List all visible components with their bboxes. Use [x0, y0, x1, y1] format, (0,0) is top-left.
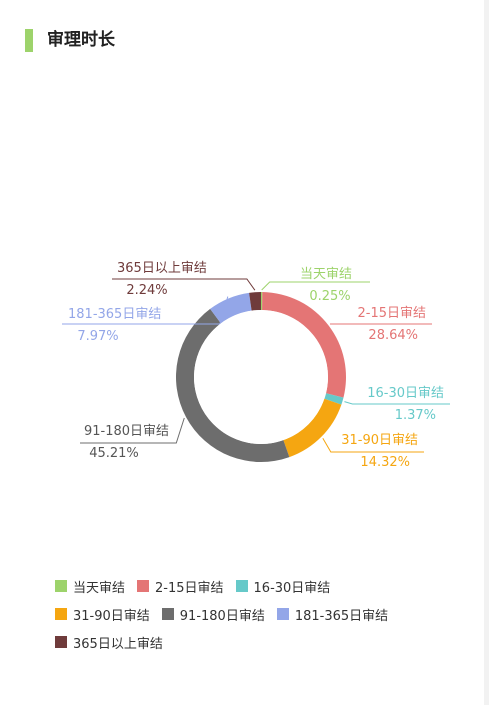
donut-slice[interactable]	[324, 393, 344, 405]
slice-name-label: 365日以上审结	[117, 261, 207, 276]
legend-swatch	[55, 636, 67, 648]
legend-item[interactable]: 181-365日审结	[276, 605, 389, 624]
donut-slice[interactable]	[261, 292, 263, 311]
legend-label: 181-365日审结	[294, 608, 389, 624]
slice-percent-label: 0.25%	[309, 289, 350, 304]
legend-row-2: 31-90日审结 91-180日审结 181-365日审结	[55, 600, 455, 628]
legend-label: 2-15日审结	[155, 580, 224, 596]
legend-row-3: 365日以上审结	[55, 628, 455, 656]
slice-percent-label: 45.21%	[89, 446, 139, 461]
slice-name-label: 91-180日审结	[84, 424, 169, 439]
legend-label: 当天审结	[73, 580, 126, 596]
donut-slice[interactable]	[262, 292, 346, 398]
leader-line	[62, 296, 229, 325]
chart-title: 审理时长	[47, 30, 115, 50]
leader-line	[261, 281, 370, 291]
legend-item[interactable]: 当天审结	[55, 577, 125, 596]
leader-line	[80, 417, 185, 444]
legend-swatch	[161, 608, 174, 620]
legend-row-1: 当天审结 2-15日审结 16-30日审结	[55, 572, 455, 600]
legend-swatch	[276, 608, 289, 620]
leader-line	[344, 401, 450, 405]
legend-swatch	[55, 608, 67, 620]
legend-label: 91-180日审结	[179, 608, 265, 624]
donut-slice[interactable]	[249, 292, 261, 311]
leader-line	[322, 437, 424, 453]
legend-item[interactable]: 91-180日审结	[161, 605, 265, 624]
legend-item[interactable]: 2-15日审结	[137, 577, 224, 596]
slice-percent-label: 1.37%	[395, 408, 436, 423]
panel-edge	[484, 0, 489, 705]
legend-item[interactable]: 31-90日审结	[55, 605, 150, 624]
slice-name-label: 当天审结	[300, 267, 352, 282]
legend-item[interactable]: 16-30日审结	[235, 577, 331, 596]
slice-name-label: 31-90日审结	[341, 433, 418, 448]
legend-label: 365日以上审结	[73, 636, 163, 652]
slice-name-label: 16-30日审结	[367, 386, 444, 401]
legend: 当天审结 2-15日审结 16-30日审结 31-90日审结 91-180日审结	[55, 572, 455, 656]
slice-name-label: 181-365日审结	[68, 307, 161, 322]
donut-slice[interactable]	[210, 292, 252, 324]
legend-swatch	[235, 580, 248, 592]
legend-swatch	[137, 580, 150, 592]
legend-swatch	[55, 580, 67, 592]
title-accent-bar	[25, 29, 33, 52]
legend-label: 16-30日审结	[253, 580, 331, 596]
legend-item[interactable]: 365日以上审结	[55, 633, 163, 652]
legend-label: 31-90日审结	[73, 608, 150, 624]
donut-slice[interactable]	[283, 398, 342, 458]
slice-name-label: 2-15日审结	[357, 306, 426, 321]
leader-line	[112, 278, 256, 291]
slice-percent-label: 14.32%	[360, 455, 410, 470]
slice-percent-label: 2.24%	[126, 283, 167, 298]
slice-percent-label: 7.97%	[77, 329, 118, 344]
slice-percent-label: 28.64%	[368, 328, 418, 343]
donut-hole	[194, 310, 328, 444]
donut-slice[interactable]	[175, 308, 290, 462]
